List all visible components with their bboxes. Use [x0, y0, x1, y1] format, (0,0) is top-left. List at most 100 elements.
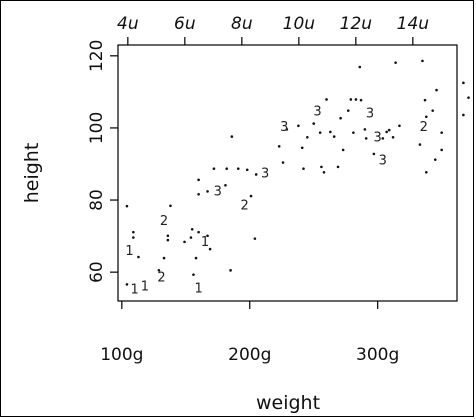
data-point	[349, 98, 353, 101]
point-label: 3	[214, 184, 222, 199]
data-point	[346, 109, 350, 112]
data-point	[225, 167, 229, 170]
data-point	[137, 255, 140, 259]
y-axis: 60 80 100 120	[87, 40, 118, 283]
data-point	[297, 124, 300, 128]
point-label: 2	[160, 214, 168, 229]
point-label: 3	[261, 167, 269, 182]
y-tick-label: 60	[87, 261, 107, 283]
data-point	[281, 161, 285, 164]
point-label: 1	[194, 282, 202, 297]
point-label: 1	[141, 279, 149, 294]
data-point	[197, 178, 200, 182]
data-point	[329, 130, 332, 134]
data-point	[212, 167, 216, 170]
data-point	[312, 122, 316, 125]
data-point	[352, 131, 355, 134]
x-axis-title: weight	[256, 392, 320, 414]
top-tick-label: 6u	[174, 14, 196, 34]
x-tick-label: 300g	[356, 345, 399, 365]
data-point	[300, 146, 304, 150]
data-point	[302, 167, 305, 170]
data-point	[341, 148, 345, 152]
data-point	[254, 173, 258, 176]
data-point	[391, 136, 395, 139]
data-point	[339, 116, 342, 120]
data-point	[381, 137, 385, 140]
data-point	[206, 190, 209, 193]
y-tick-label: 80	[87, 189, 107, 211]
data-point	[245, 168, 249, 172]
data-point	[363, 128, 367, 131]
y-axis-title: height	[21, 143, 43, 204]
data-point	[230, 135, 234, 138]
data-point	[440, 131, 443, 134]
data-point	[431, 109, 434, 112]
data-point	[166, 238, 170, 242]
data-point	[424, 170, 428, 174]
point-label: 1	[125, 244, 133, 259]
top-tick-label: 4u	[117, 14, 139, 34]
point-label: 1	[130, 283, 138, 298]
data-point	[462, 113, 465, 117]
data-point	[224, 183, 227, 187]
data-point	[229, 269, 232, 272]
data-point	[157, 269, 161, 272]
data-point	[387, 128, 391, 132]
data-point	[364, 137, 368, 140]
top-axis: 4u 6u 8u 10u 12u 14u	[117, 14, 429, 45]
data-point	[306, 136, 309, 139]
data-point	[166, 234, 170, 238]
data-point	[253, 237, 257, 240]
x-tick-label: 200g	[228, 345, 271, 365]
point-label: 1	[201, 235, 209, 250]
data-point	[183, 240, 186, 244]
data-point	[332, 135, 336, 138]
data-point	[125, 204, 129, 208]
y-tick-label: 120	[87, 40, 107, 72]
data-point	[132, 236, 135, 239]
data-point	[440, 148, 443, 152]
data-point	[132, 230, 135, 234]
point-label: 2	[420, 120, 428, 135]
data-point	[418, 143, 422, 146]
data-point	[325, 98, 328, 101]
data-point	[398, 124, 401, 128]
point-label: 3	[374, 131, 382, 146]
data-point	[358, 65, 362, 69]
data-point	[189, 236, 193, 239]
data-point	[354, 98, 358, 101]
point-label: 3	[379, 154, 387, 169]
data-point	[320, 165, 323, 169]
data-point	[206, 234, 209, 238]
data-point	[421, 59, 424, 63]
top-tick-label: 10u	[283, 14, 316, 34]
point-label: 3	[366, 106, 374, 121]
data-point	[249, 194, 253, 198]
data-point	[424, 115, 428, 119]
data-point	[194, 256, 198, 260]
data-point	[192, 273, 195, 276]
point-label: 2	[157, 270, 165, 285]
data-point	[208, 247, 212, 251]
point-label: 3	[280, 120, 288, 135]
data-point	[190, 227, 194, 231]
data-point	[125, 283, 129, 286]
data-point	[285, 128, 289, 131]
data-point	[236, 167, 240, 170]
plot-area	[117, 44, 458, 302]
x-tick-label: 100g	[100, 345, 143, 365]
data-point	[372, 152, 376, 156]
x-axis: 100g 200g 300g	[100, 301, 399, 365]
data-point	[359, 98, 363, 102]
data-point	[435, 88, 438, 92]
data-point	[197, 192, 200, 196]
data-point	[394, 61, 397, 64]
data-point	[336, 165, 340, 169]
data-point	[322, 170, 326, 174]
data-point	[423, 98, 427, 102]
data-point	[462, 81, 465, 85]
